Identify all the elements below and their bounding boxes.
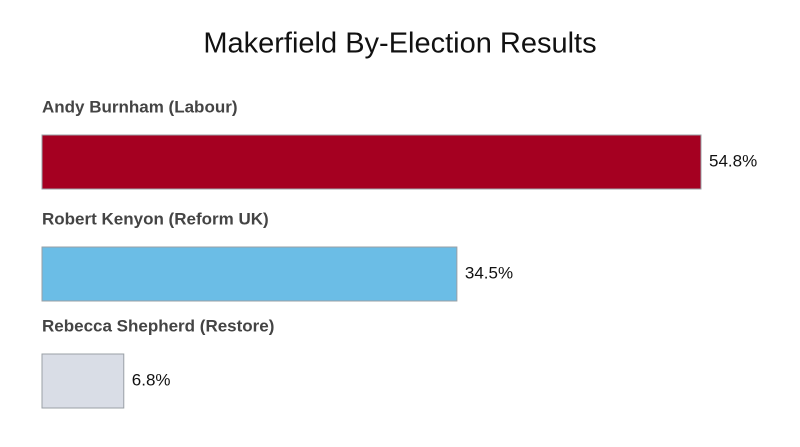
bar bbox=[41, 134, 702, 190]
chart-title: Makerfield By-Election Results bbox=[203, 28, 596, 60]
bar bbox=[41, 353, 125, 409]
bar bbox=[41, 246, 458, 302]
value-label: 54.8% bbox=[709, 151, 757, 170]
category-label: Robert Kenyon (Reform UK) bbox=[42, 209, 269, 228]
value-label: 6.8% bbox=[132, 370, 171, 389]
category-label: Rebecca Shepherd (Restore) bbox=[42, 316, 274, 335]
value-label: 34.5% bbox=[465, 263, 513, 282]
category-label: Andy Burnham (Labour) bbox=[42, 97, 238, 116]
